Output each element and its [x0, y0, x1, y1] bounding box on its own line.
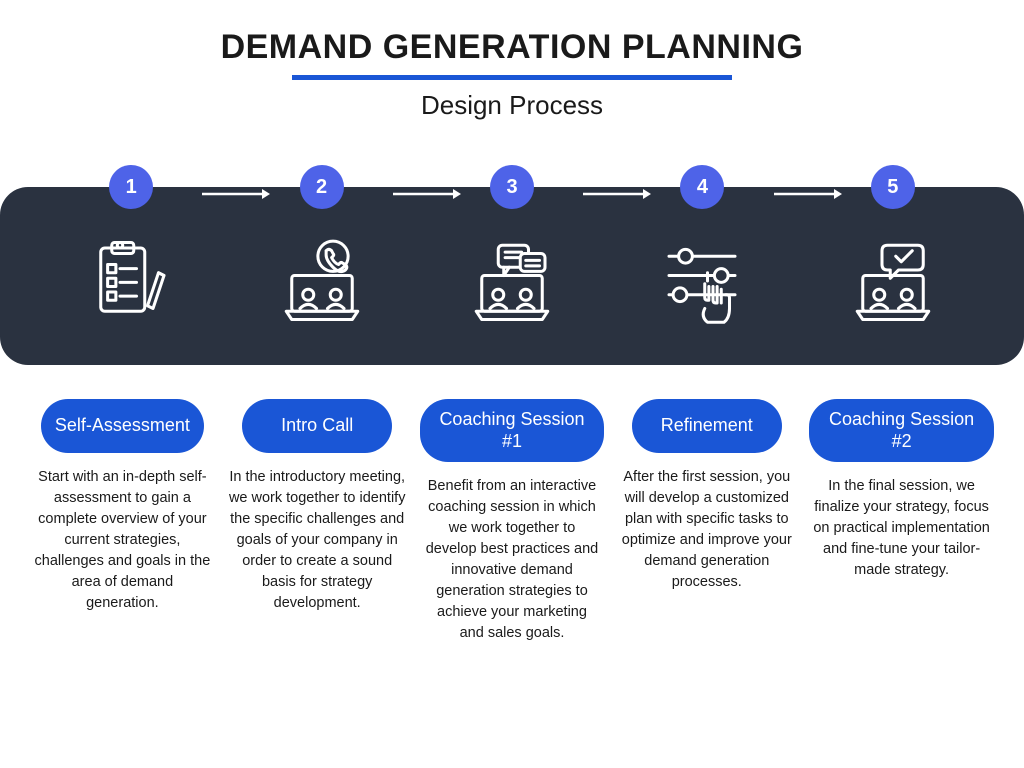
header: DEMAND GENERATION PLANNING Design Proces…	[0, 0, 1024, 121]
step-number-circle: 2	[300, 165, 344, 209]
step-card: Coaching Session #1 Benefit from an inter…	[420, 399, 605, 644]
clipboard-pencil-icon	[85, 235, 177, 327]
step-label-pill: Self-Assessment	[41, 399, 204, 453]
process-band-wrap: 1 2 3	[0, 165, 1024, 385]
process-step: 3	[417, 187, 607, 327]
step-description: After the first session, you will develo…	[614, 467, 799, 593]
laptop-chat-icon	[466, 235, 558, 327]
process-step: 2	[226, 187, 416, 327]
step-description: Start with an in-depth self-assessment t…	[30, 467, 215, 614]
step-description: In the introductory meeting, we work tog…	[225, 467, 410, 614]
step-description: In the final session, we finalize your s…	[809, 476, 994, 581]
step-card: Coaching Session #2 In the final session,…	[809, 399, 994, 644]
process-band: 1 2 3	[0, 187, 1024, 365]
page-title: DEMAND GENERATION PLANNING	[0, 28, 1024, 67]
step-card: Refinement After the first session, you w…	[614, 399, 799, 644]
step-number-circle: 1	[109, 165, 153, 209]
step-description: Benefit from an interactive coaching ses…	[420, 476, 605, 644]
step-card: Self-Assessment Start with an in-depth se…	[30, 399, 215, 644]
step-label-pill: Coaching Session #1	[420, 399, 605, 462]
step-number-circle: 3	[490, 165, 534, 209]
step-cards: Self-Assessment Start with an in-depth se…	[0, 385, 1024, 644]
step-label-pill: Refinement	[632, 399, 782, 453]
laptop-check-icon	[847, 235, 939, 327]
page-subtitle: Design Process	[0, 90, 1024, 121]
sliders-hand-icon	[656, 235, 748, 327]
process-step: 4	[607, 187, 797, 327]
laptop-phone-icon	[276, 235, 368, 327]
process-step: 5	[798, 187, 988, 327]
step-card: Intro Call In the introductory meeting, w…	[225, 399, 410, 644]
step-label-pill: Intro Call	[242, 399, 392, 453]
step-number-circle: 4	[680, 165, 724, 209]
step-number-circle: 5	[871, 165, 915, 209]
process-step: 1	[36, 187, 226, 327]
title-underline	[292, 75, 732, 80]
step-label-pill: Coaching Session #2	[809, 399, 994, 462]
